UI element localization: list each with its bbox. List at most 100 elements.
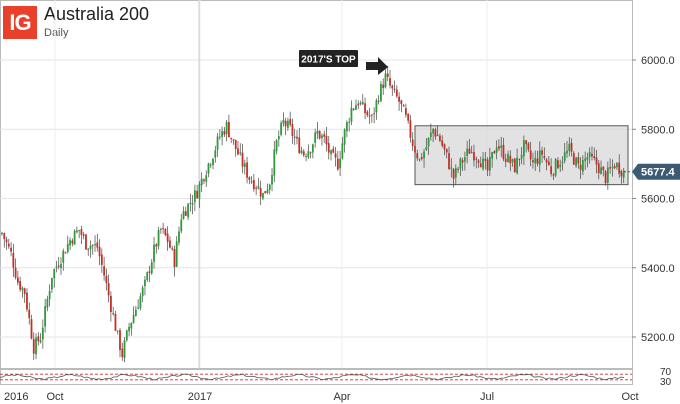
candle bbox=[427, 137, 430, 155]
candle bbox=[318, 130, 321, 140]
candle bbox=[62, 248, 65, 271]
candle bbox=[495, 140, 498, 160]
candle bbox=[221, 126, 224, 146]
candle bbox=[543, 147, 546, 161]
candle bbox=[264, 191, 267, 194]
candle bbox=[316, 122, 319, 139]
candle bbox=[350, 100, 353, 126]
candle bbox=[218, 129, 221, 140]
candle bbox=[234, 139, 237, 157]
candle bbox=[461, 157, 464, 171]
candle bbox=[157, 226, 160, 250]
candle bbox=[302, 148, 305, 158]
candle bbox=[432, 127, 435, 142]
candle bbox=[155, 243, 158, 254]
candle bbox=[293, 128, 296, 145]
candle bbox=[282, 112, 285, 127]
candle bbox=[41, 319, 44, 349]
candle bbox=[239, 143, 242, 156]
candle bbox=[336, 150, 339, 171]
candle bbox=[552, 173, 555, 180]
candle bbox=[400, 99, 403, 113]
candle bbox=[60, 257, 62, 275]
candle bbox=[139, 292, 142, 311]
candle bbox=[547, 155, 550, 166]
candle bbox=[187, 202, 189, 221]
oscillator-line bbox=[0, 373, 625, 381]
candle bbox=[305, 153, 307, 162]
candle bbox=[393, 80, 396, 93]
candle bbox=[307, 144, 310, 160]
candle bbox=[334, 146, 337, 167]
candle bbox=[14, 258, 17, 280]
candle bbox=[529, 141, 532, 167]
candle bbox=[100, 248, 103, 273]
candle bbox=[30, 314, 33, 340]
candle bbox=[407, 113, 410, 124]
candle bbox=[423, 148, 425, 168]
x-tick-label: 2017 bbox=[188, 391, 212, 403]
x-tick-label: Oct bbox=[621, 391, 638, 403]
candle bbox=[504, 153, 507, 168]
candle bbox=[586, 152, 589, 168]
candle bbox=[284, 117, 287, 136]
candle bbox=[557, 157, 559, 169]
candle bbox=[243, 159, 246, 175]
candle bbox=[180, 213, 183, 234]
candle bbox=[414, 139, 416, 158]
candle bbox=[112, 306, 115, 316]
candle bbox=[600, 160, 602, 175]
candle bbox=[361, 93, 364, 105]
candle bbox=[436, 125, 439, 137]
candle bbox=[39, 333, 42, 344]
candle bbox=[132, 306, 135, 324]
candle bbox=[189, 193, 192, 212]
annotation-text: 2017'S TOP bbox=[301, 55, 356, 66]
annotation-layer: 2017'S TOP bbox=[299, 50, 388, 75]
candle bbox=[498, 139, 500, 152]
candle bbox=[5, 236, 8, 250]
candle bbox=[409, 115, 412, 143]
candle bbox=[418, 158, 421, 162]
candle bbox=[123, 337, 126, 363]
candle bbox=[205, 170, 208, 188]
candle bbox=[509, 150, 512, 172]
x-tick-label: 2016 bbox=[4, 391, 28, 403]
oscillator-level-label: 70 bbox=[660, 367, 672, 378]
candle bbox=[561, 156, 564, 171]
candle bbox=[404, 103, 407, 118]
candle bbox=[359, 100, 362, 106]
candle bbox=[144, 275, 146, 296]
candle bbox=[57, 256, 60, 270]
candle bbox=[94, 235, 96, 252]
candle bbox=[137, 299, 140, 310]
candle bbox=[341, 136, 344, 160]
candle bbox=[468, 139, 471, 154]
last-price-tag bbox=[632, 163, 680, 180]
candle bbox=[71, 238, 74, 247]
candle bbox=[246, 156, 248, 184]
candle bbox=[268, 183, 271, 195]
candle bbox=[416, 149, 419, 161]
candle bbox=[343, 128, 346, 153]
chart-subtitle: Daily bbox=[44, 27, 69, 39]
candle bbox=[398, 92, 400, 111]
candle bbox=[389, 69, 391, 89]
candle bbox=[525, 140, 528, 153]
candle bbox=[212, 157, 214, 170]
candle bbox=[169, 236, 171, 249]
candle bbox=[200, 172, 203, 193]
candle bbox=[613, 163, 616, 170]
x-tick-label: Jul bbox=[480, 391, 494, 403]
candle bbox=[477, 159, 480, 168]
candle bbox=[429, 123, 432, 141]
candle bbox=[584, 151, 587, 170]
candle bbox=[7, 238, 10, 249]
candle bbox=[441, 135, 444, 148]
y-tick-label: 5800.0 bbox=[641, 124, 675, 136]
candle bbox=[66, 235, 69, 254]
candle bbox=[325, 127, 328, 152]
candle bbox=[572, 151, 575, 166]
candle bbox=[330, 149, 332, 161]
